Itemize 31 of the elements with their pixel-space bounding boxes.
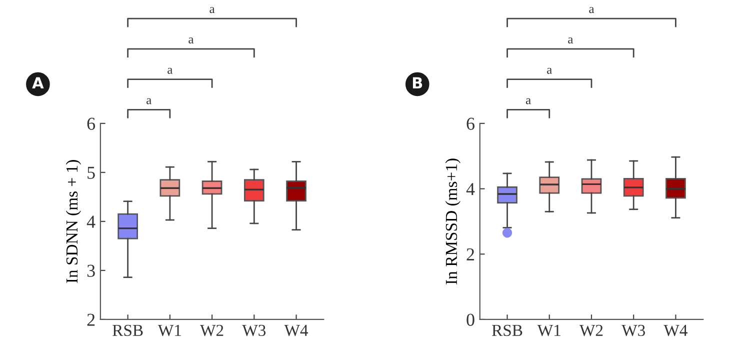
text: a [146, 98, 152, 104]
x-tick-label: W2 [200, 324, 224, 336]
text: a [568, 37, 574, 44]
x-tick-label: W3 [242, 324, 266, 336]
text: a [547, 68, 552, 74]
text: a [188, 37, 194, 44]
y-tick-label: 4 [466, 183, 475, 196]
y-tick-label: 6 [87, 118, 96, 130]
text: a [589, 7, 594, 14]
x-tick-label: RSB [492, 324, 522, 336]
x-tick-label: W1 [158, 324, 181, 336]
y-tick-label: 3 [87, 264, 95, 277]
text: a [168, 68, 173, 74]
x-tick-label: W4 [284, 324, 308, 336]
text: a [210, 7, 215, 14]
y-tick-label: 0 [466, 314, 474, 326]
y-axis-title: In RMSSD (ms+1) [445, 158, 460, 284]
text: B [412, 77, 422, 88]
text: A [32, 77, 44, 88]
y-tick-label: 5 [88, 166, 95, 179]
y-tick-label: 2 [466, 248, 474, 260]
y-tick-label: 6 [466, 118, 474, 130]
y-axis-title: In SDNN (ms + 1) [66, 160, 81, 283]
text: a [526, 98, 531, 104]
y-tick-label: 2 [87, 314, 95, 326]
y-tick-label: 4 [86, 216, 96, 228]
x-tick-label: W1 [537, 324, 560, 336]
x-tick-label: RSB [112, 324, 143, 336]
x-tick-label: W4 [664, 324, 688, 336]
x-tick-label: W2 [579, 324, 603, 336]
x-tick-label: W3 [622, 324, 645, 336]
